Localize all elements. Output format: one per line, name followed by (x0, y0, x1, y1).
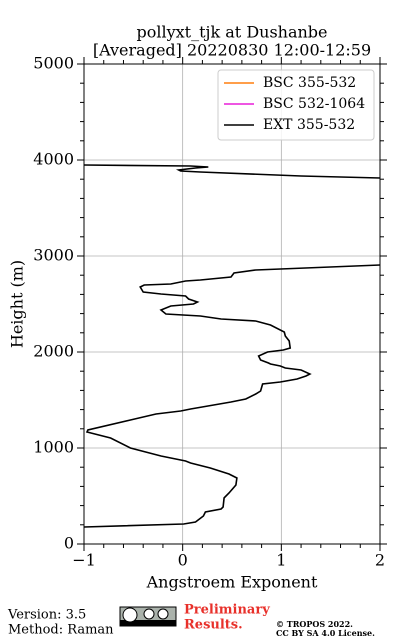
x-tick-label: −1 (72, 551, 96, 570)
x-tick-label: 2 (375, 551, 385, 570)
y-axis-label: Height (m) (8, 260, 27, 348)
copyright: © TROPOS 2022. (276, 619, 353, 629)
x-tick-label: 1 (276, 551, 286, 570)
legend-label: BSC 532-1064 (263, 96, 365, 112)
x-axis-label: Angstroem Exponent (146, 573, 318, 592)
y-tick-label: 1000 (33, 438, 74, 457)
x-tick-label: 0 (178, 551, 188, 570)
status: Preliminary (184, 603, 270, 618)
version: Version: 3.5 (7, 608, 86, 623)
chart-title: pollyxt_tjk at Dushanbe (136, 23, 327, 42)
plot-frame (83, 63, 381, 545)
copyright: CC BY SA 4.0 License. (276, 628, 375, 638)
legend-label: BSC 355-532 (263, 75, 356, 91)
legend-label: EXT 355-532 (263, 117, 355, 133)
legend-box (217, 69, 375, 141)
data-line (84, 164, 380, 528)
y-tick-label: 2000 (33, 342, 74, 361)
y-tick-label: 3000 (33, 246, 74, 265)
status: Results. (184, 618, 243, 633)
method: Method: Raman (8, 623, 114, 638)
y-tick-label: 5000 (33, 54, 74, 73)
y-tick-label: 4000 (33, 150, 74, 169)
chart-subtitle: [Averaged] 20220830 12:00-12:59 (93, 41, 371, 60)
cc-badge (119, 606, 177, 627)
y-tick-label: 0 (64, 534, 74, 553)
